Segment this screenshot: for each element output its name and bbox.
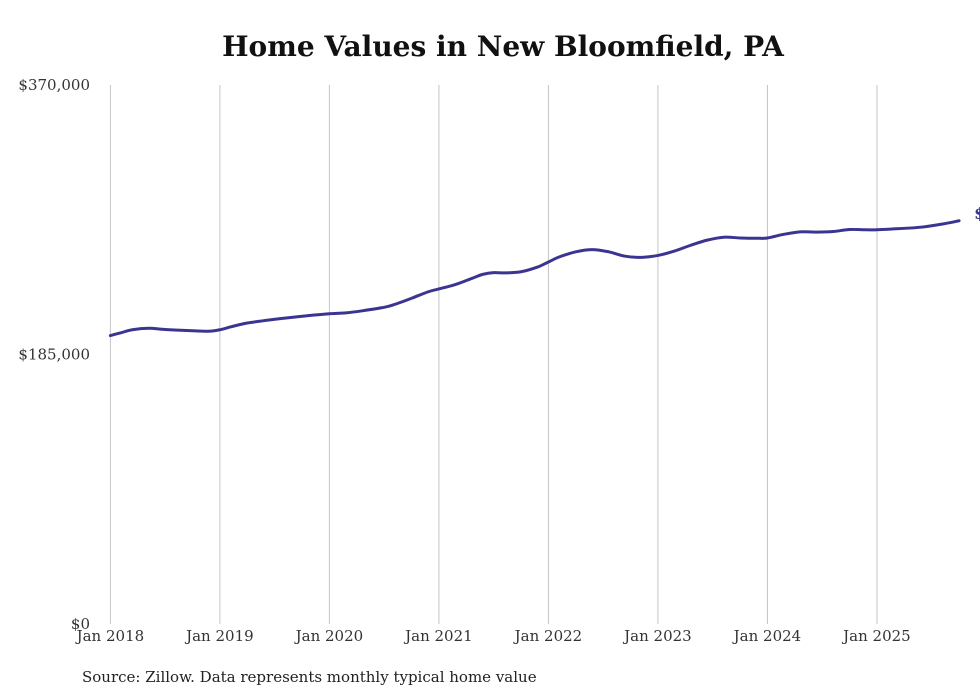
- grid-lines: [109, 85, 878, 624]
- y-axis-tick-labels: $0 $185,000 $370,000: [18, 76, 90, 633]
- y-tick-label: $370,000: [18, 76, 90, 94]
- x-tick-label: Jan 2021: [403, 627, 473, 645]
- end-value-label: $294,779: [974, 204, 980, 223]
- x-tick-label: Jan 2020: [294, 627, 364, 645]
- x-tick-label: Jan 2023: [622, 627, 692, 645]
- y-tick-label: $0: [71, 615, 90, 633]
- series-layer: [108, 219, 961, 338]
- x-tick-label: Jan 2018: [75, 627, 145, 645]
- series-line-home-value: [108, 219, 961, 338]
- x-axis-tick-labels: Jan 2018 Jan 2019 Jan 2020 Jan 2021 Jan 2022…: [75, 627, 911, 645]
- end-label-layer: $294,779: [974, 204, 980, 223]
- x-tick-label: Jan 2024: [732, 627, 802, 645]
- x-tick-label: Jan 2025: [841, 627, 911, 645]
- y-tick-label: $185,000: [18, 346, 90, 364]
- source-note: Source: Zillow. Data represents monthly …: [82, 668, 537, 686]
- chart-title: Home Values in New Bloomfield, PA: [222, 30, 784, 63]
- x-tick-label: Jan 2019: [184, 627, 254, 645]
- x-tick-label: Jan 2022: [513, 627, 583, 645]
